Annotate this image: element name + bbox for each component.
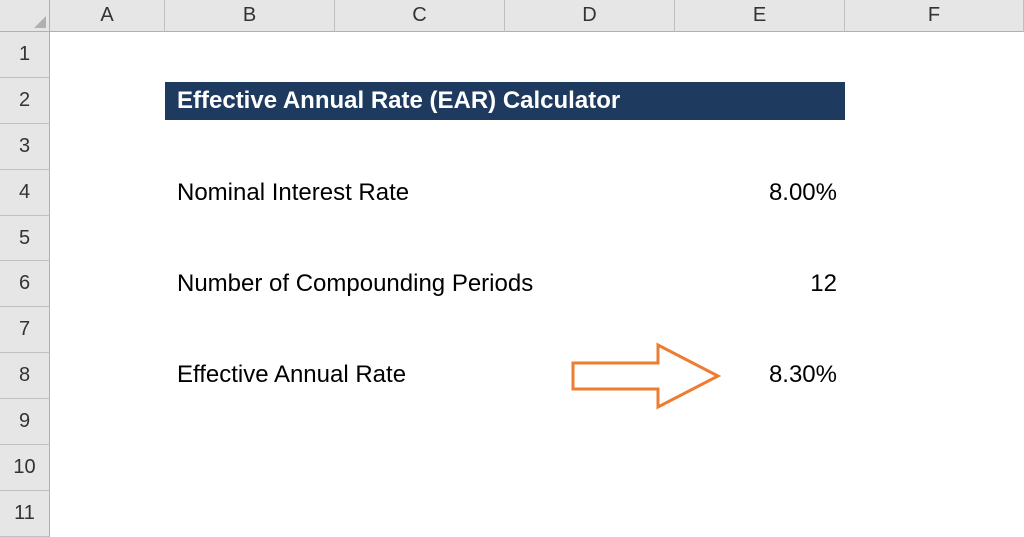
cell-A10[interactable] <box>50 445 165 491</box>
label-effective-rate: Effective Annual Rate <box>165 352 555 397</box>
row-header-6[interactable]: 6 <box>0 261 50 307</box>
value-periods: 12 <box>675 261 845 306</box>
cell-E5[interactable] <box>675 216 845 262</box>
col-header-C[interactable]: C <box>335 0 505 32</box>
cell-A2[interactable] <box>50 78 165 124</box>
cell-D5[interactable] <box>505 216 675 262</box>
value-nominal-rate: 8.00% <box>675 170 845 215</box>
label-periods: Number of Compounding Periods <box>165 261 675 306</box>
row-header-10[interactable]: 10 <box>0 445 50 491</box>
cell-F6[interactable] <box>845 261 1024 307</box>
row-header-8[interactable]: 8 <box>0 353 50 399</box>
cell-B10[interactable] <box>165 445 335 491</box>
cell-F10[interactable] <box>845 445 1024 491</box>
cell-B1[interactable] <box>165 32 335 78</box>
row-header-1[interactable]: 1 <box>0 32 50 78</box>
cell-A11[interactable] <box>50 491 165 537</box>
cell-D9[interactable] <box>505 399 675 445</box>
row-header-9[interactable]: 9 <box>0 399 50 445</box>
cell-F8[interactable] <box>845 353 1024 399</box>
col-header-A[interactable]: A <box>50 0 165 32</box>
cell-A8[interactable] <box>50 353 165 399</box>
label-nominal-rate: Nominal Interest Rate <box>165 170 675 215</box>
col-header-E[interactable]: E <box>675 0 845 32</box>
cell-C7[interactable] <box>335 307 505 353</box>
cell-C11[interactable] <box>335 491 505 537</box>
row-header-7[interactable]: 7 <box>0 307 50 353</box>
cell-B5[interactable] <box>165 216 335 262</box>
cell-A5[interactable] <box>50 216 165 262</box>
cell-C10[interactable] <box>335 445 505 491</box>
calculator-title: Effective Annual Rate (EAR) Calculator <box>165 82 845 120</box>
cell-B7[interactable] <box>165 307 335 353</box>
cell-C5[interactable] <box>335 216 505 262</box>
cell-D7[interactable] <box>505 307 675 353</box>
cell-F3[interactable] <box>845 124 1024 170</box>
cell-E11[interactable] <box>675 491 845 537</box>
cell-C3[interactable] <box>335 124 505 170</box>
cell-B11[interactable] <box>165 491 335 537</box>
cell-A6[interactable] <box>50 261 165 307</box>
row-header-3[interactable]: 3 <box>0 124 50 170</box>
col-header-D[interactable]: D <box>505 0 675 32</box>
cell-F7[interactable] <box>845 307 1024 353</box>
col-header-B[interactable]: B <box>165 0 335 32</box>
cell-A4[interactable] <box>50 170 165 216</box>
cell-C1[interactable] <box>335 32 505 78</box>
cell-E10[interactable] <box>675 445 845 491</box>
cell-C9[interactable] <box>335 399 505 445</box>
row-header-11[interactable]: 11 <box>0 491 50 537</box>
cell-B9[interactable] <box>165 399 335 445</box>
cell-A9[interactable] <box>50 399 165 445</box>
value-effective-rate: 8.30% <box>675 352 845 397</box>
cell-F4[interactable] <box>845 170 1024 216</box>
row-header-2[interactable]: 2 <box>0 78 50 124</box>
cell-E9[interactable] <box>675 399 845 445</box>
cell-A1[interactable] <box>50 32 165 78</box>
cell-F5[interactable] <box>845 216 1024 262</box>
cell-D3[interactable] <box>505 124 675 170</box>
cell-D1[interactable] <box>505 32 675 78</box>
cell-F11[interactable] <box>845 491 1024 537</box>
cell-A7[interactable] <box>50 307 165 353</box>
row-header-5[interactable]: 5 <box>0 216 50 262</box>
col-header-F[interactable]: F <box>845 0 1024 32</box>
cell-B3[interactable] <box>165 124 335 170</box>
row-header-4[interactable]: 4 <box>0 170 50 216</box>
cell-E3[interactable] <box>675 124 845 170</box>
cell-D10[interactable] <box>505 445 675 491</box>
cell-A3[interactable] <box>50 124 165 170</box>
cell-F9[interactable] <box>845 399 1024 445</box>
cell-F1[interactable] <box>845 32 1024 78</box>
cell-E1[interactable] <box>675 32 845 78</box>
cell-F2[interactable] <box>845 78 1024 124</box>
select-all-corner[interactable] <box>0 0 50 32</box>
cell-E7[interactable] <box>675 307 845 353</box>
cell-D11[interactable] <box>505 491 675 537</box>
